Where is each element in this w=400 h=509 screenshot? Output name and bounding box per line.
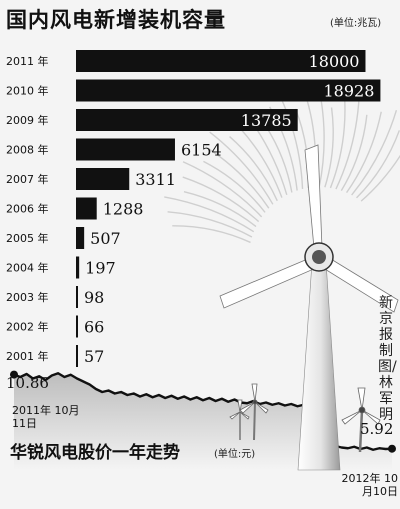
large-wind-turbine-icon xyxy=(219,144,399,471)
credit-text: 新京报制图/林军明 xyxy=(378,295,397,423)
bar-category-label: 2011 年 xyxy=(6,54,49,68)
stock-start-date-label: 2011年 10月11日 xyxy=(12,404,80,430)
bar-value-label: 197 xyxy=(85,259,116,278)
bar-value-label: 98 xyxy=(84,288,104,307)
stock-start-value-label: 10.86 xyxy=(6,374,49,392)
bar-value-label: 57 xyxy=(84,347,104,366)
bar-value-label: 13785 xyxy=(241,111,292,130)
stock-end-date-label: 2012年 10月10日 xyxy=(341,472,399,498)
line-chart-title: 华锐风电股价一年走势 xyxy=(10,443,180,463)
bar-category-label: 2009 年 xyxy=(6,113,49,127)
bar-chart-title: 国内风电新增装机容量 xyxy=(6,8,226,32)
stock-end-point xyxy=(388,444,396,453)
bar-category-label: 2010 年 xyxy=(6,84,49,98)
bar-category-label: 2004 年 xyxy=(6,261,49,275)
bar-value-label: 66 xyxy=(84,318,104,337)
bar-chart-unit: (单位:兆瓦) xyxy=(330,18,382,29)
bar xyxy=(76,50,366,72)
stock-area-fill xyxy=(14,373,392,470)
bar xyxy=(76,138,175,161)
bar-value-label: 18000 xyxy=(309,52,360,71)
bar-value-label: 3311 xyxy=(135,170,176,189)
bar-category-label: 2002 年 xyxy=(6,320,49,334)
bar xyxy=(76,79,381,102)
wind-streaks-decoration xyxy=(164,90,400,244)
bar-chart-area: 2011 年 18000 2010 年 18928 2009 年 13785 2008 年 6… xyxy=(6,50,381,367)
small-wind-turbine-icon xyxy=(229,383,381,453)
bar-category-label: 2005 年 xyxy=(6,231,49,245)
bar xyxy=(76,315,78,338)
bar-category-label: 2003 年 xyxy=(6,290,49,304)
bar xyxy=(76,345,78,367)
bar xyxy=(76,286,78,308)
bar-value-label: 507 xyxy=(90,229,121,248)
bar-value-label: 18928 xyxy=(324,82,375,101)
bar-value-label: 1288 xyxy=(103,200,144,219)
stock-end-value-label: 5.92 xyxy=(360,420,394,438)
bar-category-label: 2001 年 xyxy=(6,349,49,363)
bar xyxy=(76,227,85,249)
bar xyxy=(76,197,97,220)
bar-category-label: 2006 年 xyxy=(6,202,49,216)
line-chart-unit: (单位:元) xyxy=(214,449,256,460)
bar-category-label: 2008 年 xyxy=(6,143,49,157)
bar xyxy=(76,109,298,131)
bar-category-label: 2007 年 xyxy=(6,172,49,186)
stock-start-point xyxy=(10,370,18,379)
bar xyxy=(76,256,80,279)
bar xyxy=(76,168,130,190)
bar-value-label: 6154 xyxy=(181,141,222,160)
